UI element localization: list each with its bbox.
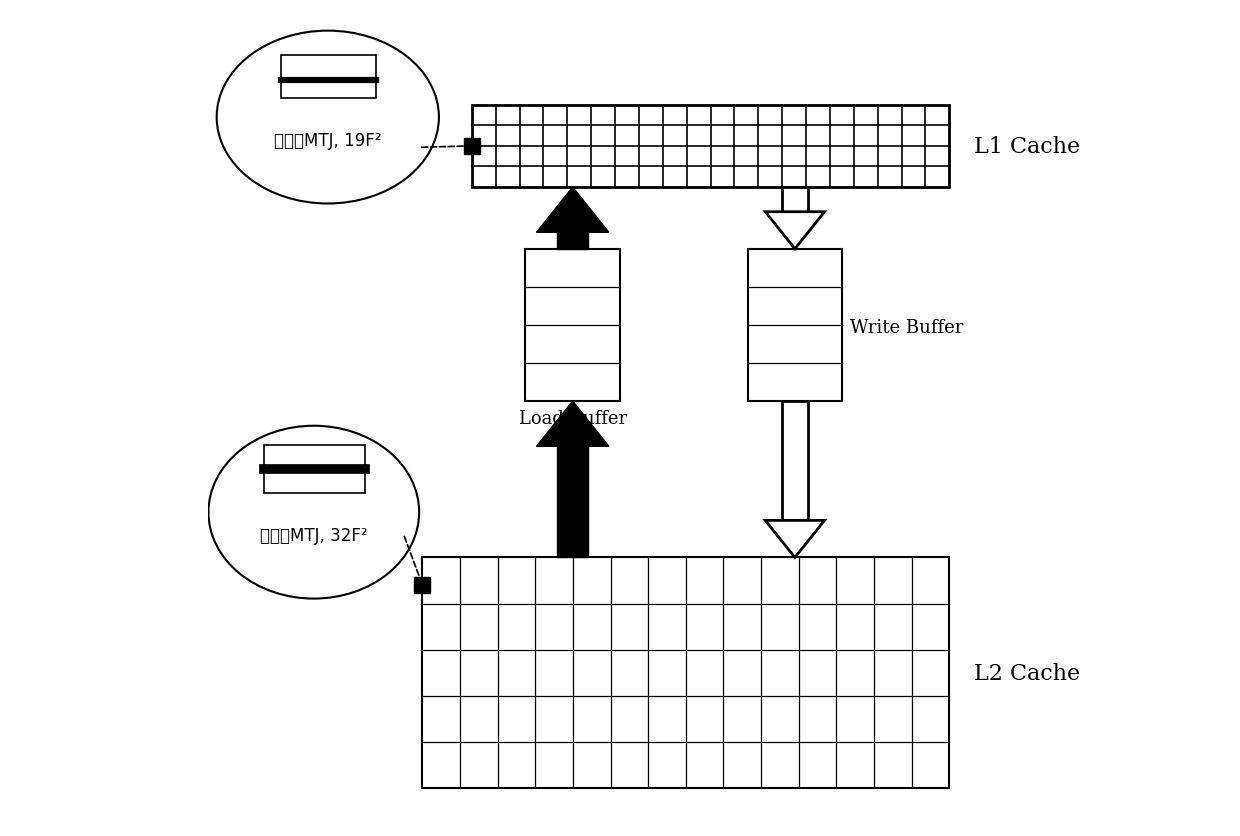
Polygon shape xyxy=(765,521,825,558)
Text: Write Buffer: Write Buffer xyxy=(851,319,963,337)
Bar xyxy=(781,188,808,212)
Bar xyxy=(526,249,620,401)
Bar xyxy=(557,233,588,249)
Ellipse shape xyxy=(208,426,419,599)
Bar xyxy=(557,446,588,558)
Polygon shape xyxy=(537,401,609,446)
Bar xyxy=(472,105,950,188)
Text: Load Buffer: Load Buffer xyxy=(520,410,627,428)
Polygon shape xyxy=(765,212,825,249)
Text: L1 Cache: L1 Cache xyxy=(973,135,1080,158)
Polygon shape xyxy=(537,188,609,233)
Bar xyxy=(781,401,808,521)
Bar xyxy=(423,558,950,788)
Text: L2 Cache: L2 Cache xyxy=(973,662,1080,684)
Text: 小尺屸MTJ, 19F²: 小尺屸MTJ, 19F² xyxy=(274,132,382,150)
Bar xyxy=(264,446,365,493)
Text: 大尺屸MTJ, 32F²: 大尺屸MTJ, 32F² xyxy=(260,527,367,544)
Bar xyxy=(748,249,842,401)
Ellipse shape xyxy=(217,32,439,204)
Bar xyxy=(281,56,376,99)
